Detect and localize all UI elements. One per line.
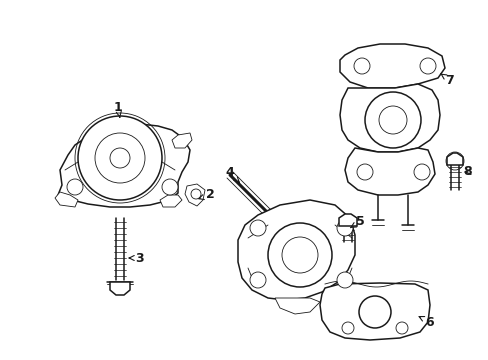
Polygon shape	[319, 283, 429, 340]
Circle shape	[78, 116, 162, 200]
Circle shape	[110, 148, 130, 168]
Polygon shape	[58, 124, 190, 207]
Polygon shape	[184, 184, 204, 206]
Circle shape	[249, 272, 265, 288]
Circle shape	[356, 164, 372, 180]
Polygon shape	[110, 282, 130, 295]
Polygon shape	[160, 195, 182, 207]
Polygon shape	[339, 84, 439, 152]
Circle shape	[249, 220, 265, 236]
Text: 6: 6	[418, 315, 433, 328]
Circle shape	[358, 296, 390, 328]
Circle shape	[341, 322, 353, 334]
Circle shape	[336, 220, 352, 236]
Text: 5: 5	[350, 216, 364, 229]
Polygon shape	[338, 214, 356, 226]
Polygon shape	[339, 44, 444, 88]
Circle shape	[364, 92, 420, 148]
Circle shape	[395, 322, 407, 334]
Circle shape	[336, 272, 352, 288]
Polygon shape	[55, 192, 78, 207]
Circle shape	[353, 58, 369, 74]
Text: 8: 8	[463, 166, 471, 179]
Text: 1: 1	[113, 102, 122, 117]
Polygon shape	[172, 133, 192, 148]
Circle shape	[162, 179, 178, 195]
Polygon shape	[345, 148, 434, 195]
Circle shape	[282, 237, 317, 273]
Text: 3: 3	[129, 252, 144, 265]
Polygon shape	[274, 298, 319, 314]
Circle shape	[95, 133, 145, 183]
Text: 2: 2	[199, 189, 214, 202]
Text: 4: 4	[225, 166, 239, 182]
Circle shape	[413, 164, 429, 180]
Circle shape	[378, 106, 406, 134]
Polygon shape	[238, 200, 354, 300]
Circle shape	[67, 179, 83, 195]
Polygon shape	[446, 153, 462, 165]
Circle shape	[191, 189, 201, 199]
Text: 7: 7	[440, 73, 453, 86]
Circle shape	[267, 223, 331, 287]
Circle shape	[419, 58, 435, 74]
